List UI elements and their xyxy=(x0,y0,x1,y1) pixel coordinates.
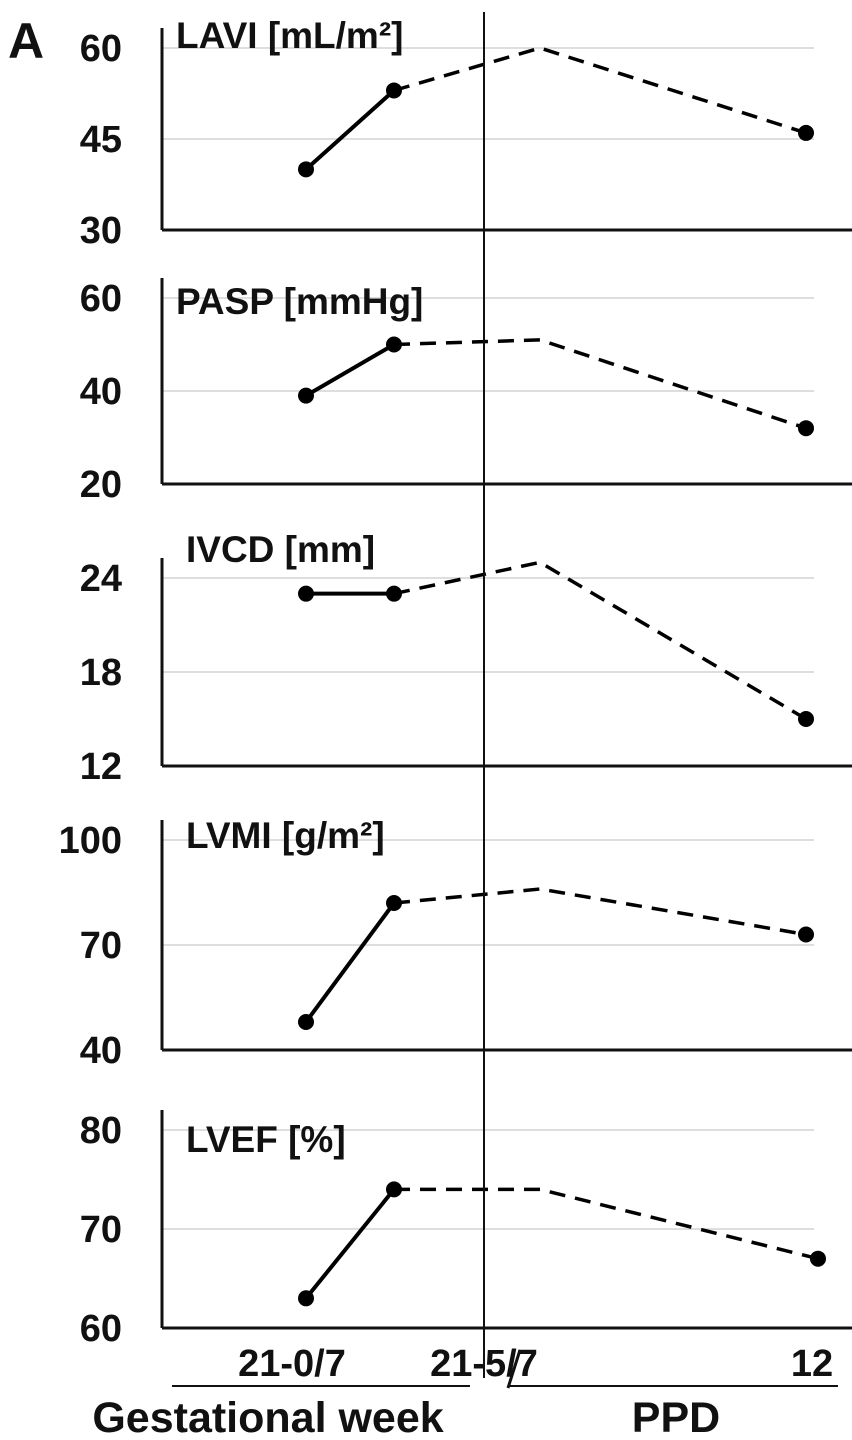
y-tick-label-0-0: 30 xyxy=(80,210,122,252)
data-point-3-3 xyxy=(798,926,814,943)
data-point-2-3 xyxy=(798,711,814,727)
data-point-0-3 xyxy=(798,124,814,141)
data-point-1-0 xyxy=(298,387,314,404)
y-tick-label-4-2: 80 xyxy=(80,1110,122,1152)
panel-title-1: PASP [mmHg] xyxy=(176,281,423,322)
panel-title-3: LVMI [g/m²] xyxy=(186,815,385,856)
data-point-1-1 xyxy=(386,336,402,353)
panel-title-4: LVEF [%] xyxy=(186,1119,346,1160)
y-tick-label-4-1: 70 xyxy=(80,1209,122,1251)
y-tick-label-1-0: 20 xyxy=(80,464,122,506)
y-tick-label-2-2: 24 xyxy=(80,558,122,600)
y-tick-label-1-2: 60 xyxy=(80,278,122,320)
x-tick-label-1: 21-5/7 xyxy=(430,1343,538,1385)
data-point-4-0 xyxy=(298,1290,314,1307)
grid-layer xyxy=(162,47,814,1230)
series-solid-segment-0 xyxy=(304,88,396,171)
data-point-3-1 xyxy=(386,895,402,911)
y-tick-label-0-2: 60 xyxy=(80,28,122,70)
y-tick-label-2-0: 12 xyxy=(80,746,122,788)
series-dashed-segment-2 xyxy=(393,560,807,721)
series-dashed-segment-1 xyxy=(393,338,807,430)
data-point-4-3 xyxy=(810,1250,826,1267)
x-axis-label-gestational-week: Gestational week xyxy=(92,1394,443,1440)
panel-title-0: LAVI [mL/m²] xyxy=(176,15,403,56)
panel-letter: A xyxy=(8,13,44,69)
points-layer xyxy=(298,82,826,1307)
data-point-1-3 xyxy=(798,420,814,437)
data-point-2-0 xyxy=(298,585,314,602)
x-axis-label-ppd: PPD xyxy=(632,1394,720,1440)
y-tick-label-3-1: 70 xyxy=(80,925,122,967)
text-layer: 30 45 60 LAVI [mL/m²] 20 40 60 PASP [mmHg] 12 18 2… xyxy=(59,15,424,1350)
data-point-2-1 xyxy=(386,585,402,602)
lines-layer xyxy=(304,46,819,1300)
series-solid-segment-4 xyxy=(304,1188,396,1300)
y-tick-label-1-1: 40 xyxy=(80,371,122,413)
y-tick-label-0-1: 45 xyxy=(80,119,122,161)
series-solid-segment-3 xyxy=(304,901,396,1024)
y-tick-label-2-1: 18 xyxy=(80,652,122,694)
data-point-3-0 xyxy=(298,1014,314,1030)
x-tick-label-0: 21-0/7 xyxy=(238,1343,346,1385)
data-point-0-0 xyxy=(298,161,314,178)
data-point-0-1 xyxy=(386,82,402,99)
series-solid-segment-1 xyxy=(304,342,396,398)
series-dashed-segment-3 xyxy=(393,887,807,937)
x-tick-label-2: 12 xyxy=(791,1343,833,1385)
y-tick-label-3-0: 40 xyxy=(80,1030,122,1072)
panel-title-2: IVCD [mm] xyxy=(186,529,375,570)
series-dashed-segment-4 xyxy=(394,1187,819,1261)
data-point-4-1 xyxy=(386,1181,402,1198)
y-tick-label-4-0: 60 xyxy=(80,1308,122,1350)
y-tick-label-3-2: 100 xyxy=(59,820,122,862)
axes-layer xyxy=(160,28,852,1330)
series-dashed-segment-0 xyxy=(393,46,807,135)
axis-break-mark xyxy=(506,1349,522,1389)
